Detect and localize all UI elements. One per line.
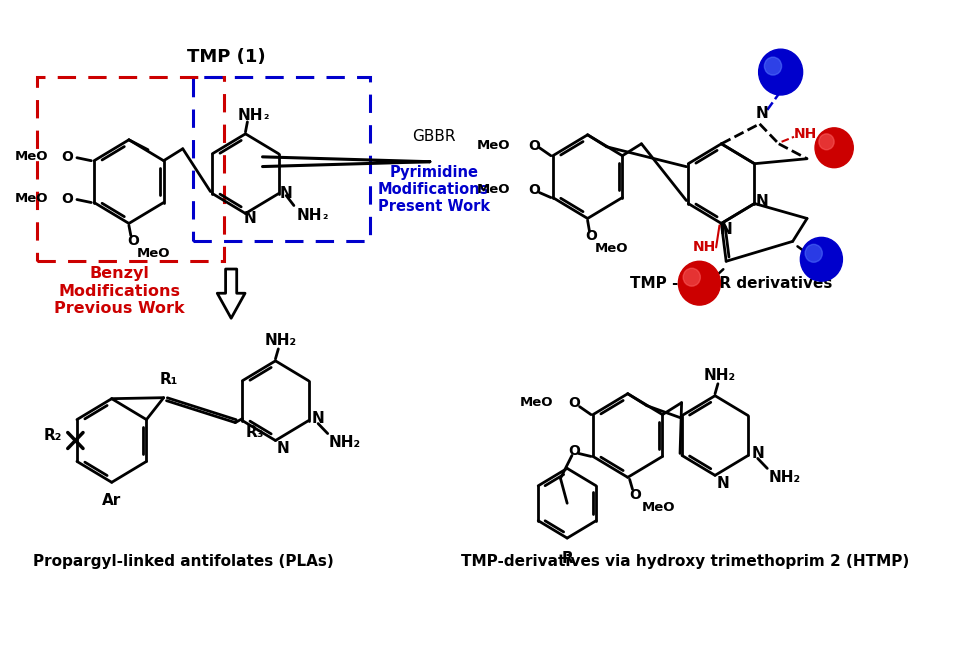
Circle shape — [765, 57, 782, 75]
Text: O: O — [528, 182, 540, 197]
FancyArrowPatch shape — [217, 269, 245, 318]
Text: ₂: ₂ — [264, 109, 269, 122]
Text: NH₂: NH₂ — [703, 368, 736, 383]
Circle shape — [679, 261, 721, 305]
Text: O: O — [586, 229, 597, 243]
Text: Pyrimidine
Modifications
Present Work: Pyrimidine Modifications Present Work — [378, 165, 490, 214]
Text: N: N — [279, 186, 293, 201]
Text: MeO: MeO — [137, 247, 170, 260]
Text: MeO: MeO — [520, 396, 553, 409]
Text: R: R — [562, 551, 573, 566]
Text: R₁: R₁ — [159, 372, 178, 387]
Text: TMP - GBBR derivatives: TMP - GBBR derivatives — [630, 275, 833, 291]
Text: Propargyl-linked antifolates (PLAs): Propargyl-linked antifolates (PLAs) — [33, 555, 334, 570]
Text: N: N — [312, 411, 324, 426]
Text: N: N — [277, 441, 289, 456]
Text: O: O — [568, 396, 580, 409]
Text: ₂: ₂ — [323, 209, 328, 222]
Text: N: N — [720, 222, 732, 237]
Text: O: O — [61, 191, 74, 206]
Text: N: N — [755, 106, 768, 121]
Text: N: N — [751, 446, 764, 461]
Text: NH₂: NH₂ — [329, 435, 361, 450]
Text: MeO: MeO — [595, 242, 629, 255]
Circle shape — [815, 128, 854, 168]
Text: NH: NH — [237, 109, 263, 124]
Circle shape — [800, 238, 842, 281]
Text: GBBR: GBBR — [412, 130, 456, 145]
Text: TMP-derivatives via hydroxy trimethoprim 2 (HTMP): TMP-derivatives via hydroxy trimethoprim… — [461, 555, 909, 570]
Text: NH: NH — [693, 240, 716, 255]
Text: O: O — [630, 488, 641, 503]
Bar — [193, 77, 369, 242]
Text: O: O — [568, 445, 580, 458]
Text: Ar: Ar — [102, 493, 122, 508]
Text: O: O — [528, 139, 540, 153]
Text: MeO: MeO — [14, 192, 48, 205]
Text: Benzyl
Modifications
Previous Work: Benzyl Modifications Previous Work — [54, 266, 185, 316]
Circle shape — [819, 134, 835, 150]
Text: MeO: MeO — [14, 150, 48, 163]
Bar — [37, 77, 224, 261]
Text: NH: NH — [297, 208, 322, 223]
Text: MeO: MeO — [477, 139, 510, 152]
Text: NH₂: NH₂ — [768, 470, 800, 485]
Text: R₃: R₃ — [245, 425, 264, 440]
Text: N: N — [244, 211, 256, 226]
Text: N: N — [717, 476, 729, 491]
Text: O: O — [61, 150, 74, 163]
Text: NH₂: NH₂ — [264, 333, 297, 348]
Circle shape — [759, 49, 803, 95]
Text: N: N — [756, 194, 768, 209]
Text: NH: NH — [794, 127, 817, 141]
Text: MeO: MeO — [477, 183, 510, 196]
Text: TMP (1): TMP (1) — [187, 48, 266, 66]
Circle shape — [805, 244, 822, 262]
Text: MeO: MeO — [642, 501, 676, 514]
Text: O: O — [126, 234, 139, 249]
Circle shape — [683, 268, 701, 286]
Text: R₂: R₂ — [43, 428, 61, 443]
